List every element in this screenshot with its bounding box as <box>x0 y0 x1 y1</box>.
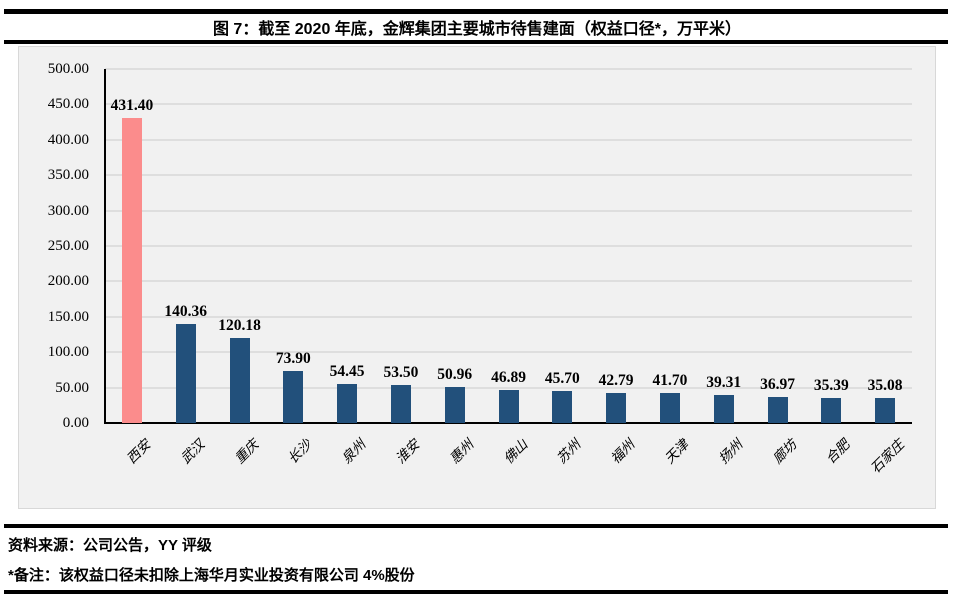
gridline <box>105 280 912 283</box>
bar-西安 <box>121 117 142 423</box>
y-axis-tick-label: 100.00 <box>47 344 89 361</box>
bar-惠州 <box>444 386 465 423</box>
x-axis-category-label: 福州 <box>607 436 638 467</box>
bar-value-label: 46.89 <box>491 368 526 386</box>
x-axis-category-label: 石家庄 <box>867 436 907 477</box>
x-axis-category-label: 重庆 <box>231 436 261 467</box>
gridline <box>105 138 912 141</box>
bar-value-label: 73.90 <box>275 349 311 367</box>
top-rule <box>4 9 948 14</box>
footer-divider-rule <box>4 524 948 528</box>
y-axis-tick-label: 450.00 <box>47 96 89 113</box>
bar-扬州 <box>713 395 734 423</box>
y-axis-tick-label: 250.00 <box>47 238 89 254</box>
bar-重庆 <box>229 337 250 423</box>
bar-value-label: 431.40 <box>110 96 154 114</box>
bar-value-label: 53.50 <box>383 364 419 382</box>
source-note: 资料来源：公司公告，YY 评级 <box>8 537 212 554</box>
x-axis-category-label: 西安 <box>123 436 154 467</box>
gridline <box>105 103 912 106</box>
bar-合肥 <box>821 397 842 423</box>
y-axis-tick-label: 350.00 <box>47 167 89 184</box>
bar-value-label: 50.96 <box>437 365 473 383</box>
x-axis-category-label: 佛山 <box>500 436 530 467</box>
bottom-rule <box>4 590 948 594</box>
y-axis-tick-label: 50.00 <box>55 379 89 396</box>
x-axis-category-label: 泉州 <box>338 436 369 467</box>
x-axis-category-label: 淮安 <box>392 436 423 467</box>
gridline <box>105 245 912 247</box>
bar-value-label: 35.39 <box>813 376 849 394</box>
bar-长沙 <box>283 370 304 423</box>
x-axis-category-label: 武汉 <box>177 436 208 467</box>
title-divider-rule <box>4 40 948 44</box>
x-axis-category-label: 扬州 <box>715 436 746 467</box>
y-axis-tick-label: 150.00 <box>47 308 89 325</box>
bar-淮安 <box>390 385 411 423</box>
gridline <box>105 386 912 389</box>
gridline <box>105 68 912 70</box>
gridline <box>105 174 912 177</box>
bar-value-label: 140.36 <box>164 302 207 320</box>
x-axis-category-label: 惠州 <box>446 436 477 467</box>
footnote: *备注：该权益口径未扣除上海华月实业投资有限公司 4%股份 <box>8 567 415 584</box>
y-axis-tick-label: 500.00 <box>47 61 89 77</box>
bar-福州 <box>606 392 627 423</box>
gridline <box>105 351 912 354</box>
y-axis-tick-label: 0.00 <box>62 415 89 431</box>
bar-石家庄 <box>875 398 896 423</box>
bar-天津 <box>659 393 680 423</box>
gridline <box>105 315 912 318</box>
bar-value-label: 120.18 <box>218 316 261 334</box>
x-axis-category-label: 长沙 <box>285 436 315 467</box>
x-axis-category-label: 合肥 <box>823 436 853 467</box>
x-axis-category-label: 廊坊 <box>769 436 799 467</box>
bar-苏州 <box>552 390 573 423</box>
y-axis <box>104 69 106 423</box>
y-axis-tick-label: 200.00 <box>47 273 89 290</box>
gridline <box>105 209 912 212</box>
bar-chart: 0.00 50.00 100.00 150.00 200.00 250.00 300.00 3… <box>18 46 936 509</box>
bar-武汉 <box>175 323 196 423</box>
bar-value-label: 41.70 <box>652 372 688 390</box>
bar-廊坊 <box>767 396 788 423</box>
bar-value-label: 39.31 <box>706 374 742 392</box>
bar-value-label: 36.97 <box>760 375 795 393</box>
bar-value-label: 35.08 <box>867 377 903 395</box>
bar-泉州 <box>337 384 358 423</box>
x-axis-category-label: 天津 <box>661 436 692 467</box>
y-axis-tick-label: 400.00 <box>47 131 89 148</box>
figure-title: 图 7：截至 2020 年底，金辉集团主要城市待售建面（权益口径*，万平米） <box>212 21 742 38</box>
bar-value-label: 54.45 <box>329 363 365 381</box>
bar-value-label: 42.79 <box>598 371 634 389</box>
x-axis-category-label: 苏州 <box>554 436 584 467</box>
x-axis <box>104 422 912 424</box>
bar-value-label: 45.70 <box>544 369 580 387</box>
y-axis-tick-label: 300.00 <box>47 202 89 219</box>
bar-佛山 <box>498 389 519 423</box>
